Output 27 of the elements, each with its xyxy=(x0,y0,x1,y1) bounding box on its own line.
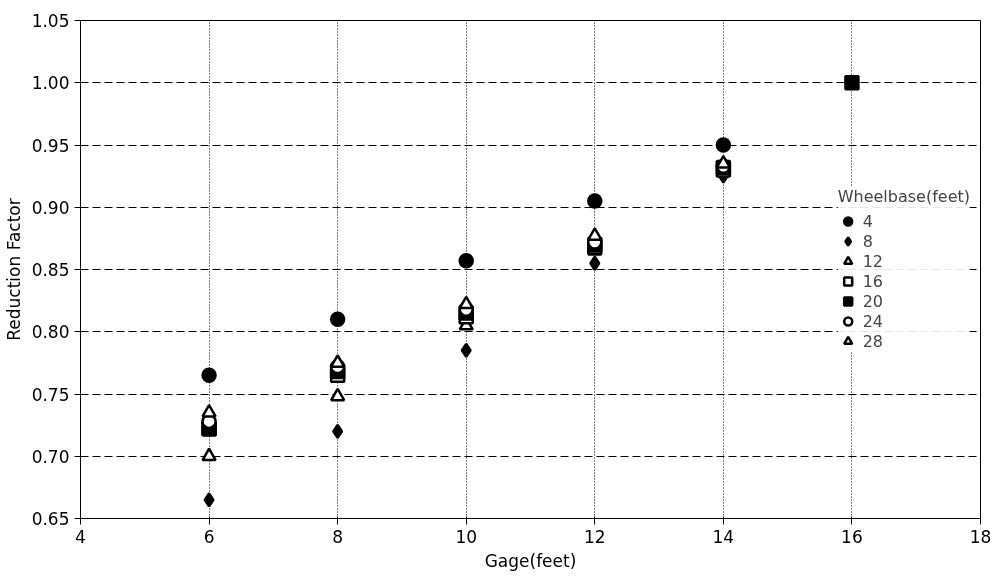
legend-label: 16 xyxy=(862,271,884,291)
x-tick-label: 4 xyxy=(75,526,86,547)
x-tick-label: 10 xyxy=(455,526,478,547)
legend-title: Wheelbase(feet) xyxy=(837,187,970,206)
x-tick-label: 16 xyxy=(841,526,863,547)
y-tick-label: 1.05 xyxy=(31,11,70,31)
y-tick-label: 0.80 xyxy=(31,322,70,343)
legend-label: 20 xyxy=(862,291,884,311)
y-tick-label: 0.70 xyxy=(31,446,70,467)
x-tick-label: 14 xyxy=(712,526,735,547)
y-tick-label: 0.85 xyxy=(31,260,70,280)
y-tick-label: 0.90 xyxy=(31,197,70,218)
x-tick-label: 6 xyxy=(203,526,215,547)
legend-label: 12 xyxy=(862,251,884,271)
legend-label: 4 xyxy=(862,211,874,231)
y-tick-label: 0.95 xyxy=(31,135,70,156)
x-axis-title: Gage(feet) xyxy=(484,550,577,571)
legend-label: 28 xyxy=(862,331,884,351)
x-tick-label: 8 xyxy=(332,526,344,547)
legend-label: 24 xyxy=(862,311,884,331)
x-tick-label: 18 xyxy=(969,526,992,547)
y-axis-title: Reduction Factor xyxy=(3,198,24,341)
y-tick-label: 1.00 xyxy=(31,73,70,94)
y-tick-label: 0.75 xyxy=(31,384,70,405)
legend-label: 8 xyxy=(862,231,874,251)
y-tick-label: 0.65 xyxy=(31,509,70,529)
x-tick-label: 12 xyxy=(583,526,606,547)
